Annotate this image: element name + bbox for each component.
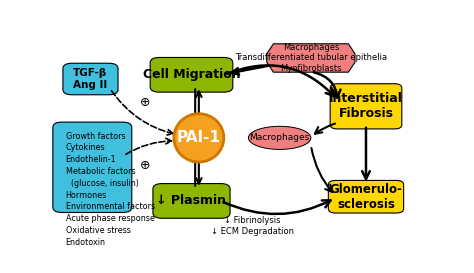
Text: Glomerulo-
sclerosis: Glomerulo- sclerosis: [329, 183, 402, 211]
Text: Macrophages: Macrophages: [249, 133, 310, 142]
FancyBboxPatch shape: [330, 84, 402, 129]
Text: Growth factors
Cytokines
Endothelin-1
Metabolic factors
  (glucose, insulin)
Hor: Growth factors Cytokines Endothelin-1 Me…: [66, 132, 155, 247]
Ellipse shape: [248, 126, 311, 149]
Text: Cell Migration: Cell Migration: [143, 68, 240, 81]
FancyBboxPatch shape: [153, 183, 230, 218]
Text: ↓ Plasmin: ↓ Plasmin: [156, 194, 227, 207]
Text: PAI-1: PAI-1: [177, 130, 221, 145]
Text: Macrophages
Transdifferentiated tubular epithelia
Myofibroblasts: Macrophages Transdifferentiated tubular …: [235, 43, 387, 73]
FancyBboxPatch shape: [53, 122, 132, 212]
Polygon shape: [267, 44, 355, 72]
Text: ⊕: ⊕: [140, 159, 151, 172]
Text: TGF-β
Ang II: TGF-β Ang II: [73, 68, 108, 90]
Ellipse shape: [174, 114, 224, 162]
Text: ↓ Fibrinolysis
↓ ECM Degradation: ↓ Fibrinolysis ↓ ECM Degradation: [210, 216, 293, 236]
FancyBboxPatch shape: [328, 180, 404, 213]
Text: Interstitial
Fibrosis: Interstitial Fibrosis: [329, 92, 403, 120]
Text: ⊕: ⊕: [140, 96, 151, 109]
FancyBboxPatch shape: [63, 63, 118, 95]
FancyBboxPatch shape: [150, 57, 233, 92]
